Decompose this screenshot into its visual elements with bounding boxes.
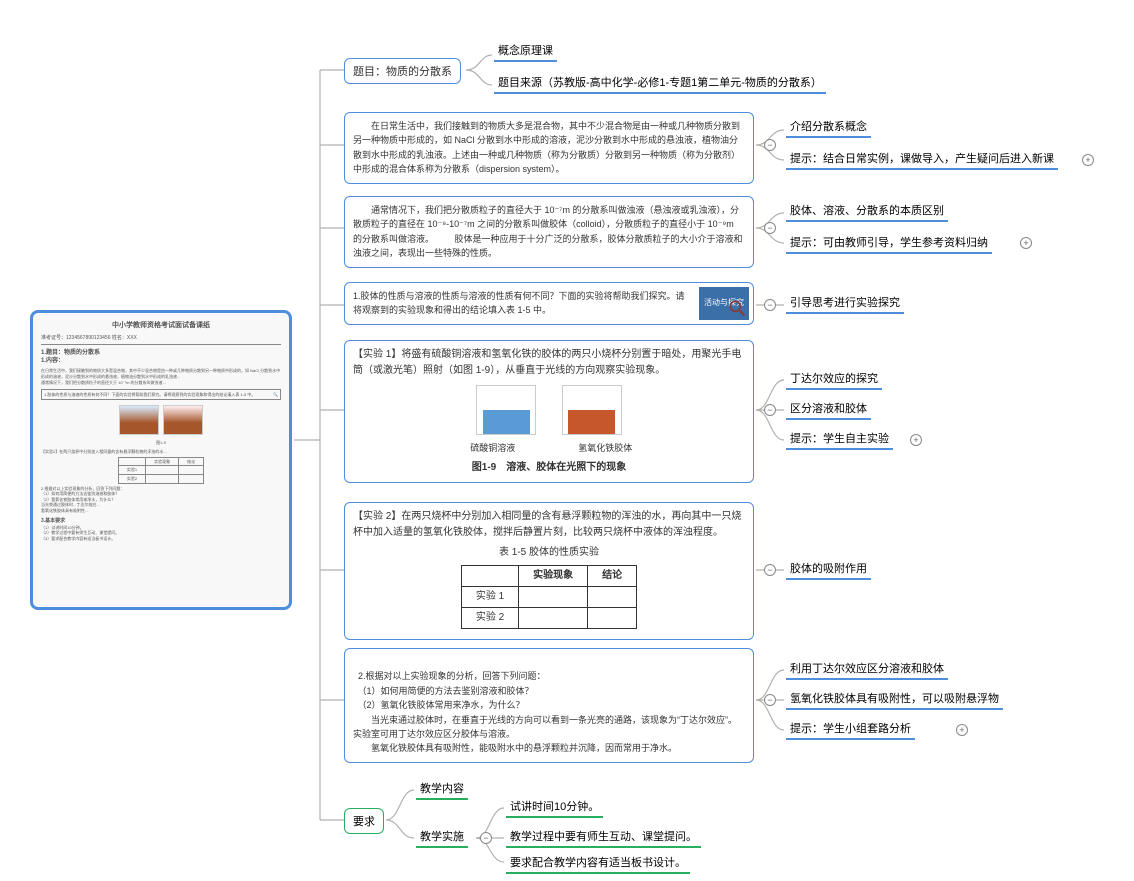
content-block-1[interactable]: 在日常生活中，我们接触到的物质大多是混合物，其中不少混合物是由一种或几种物质分散… [344, 112, 754, 184]
collapse-toggle[interactable]: + [1020, 237, 1032, 249]
beaker-red-image [562, 385, 622, 435]
topic-label: 题目：物质的分散系 [353, 66, 452, 78]
collapse-toggle[interactable]: − [764, 299, 776, 311]
thumb-questions: 2.根据对以上实验现象的分析，回答下列问题： （1）如何用简便的方法去鉴别溶液和… [41, 486, 281, 514]
caption-right: 氢氧化铁胶体 [550, 441, 660, 455]
block1-right-title[interactable]: 介绍分散系概念 [786, 116, 871, 138]
teaching-content-node[interactable]: 教学内容 [416, 778, 468, 800]
block2-text: 通常情况下，我们把分散质粒子的直径大于 10⁻⁷m 的分散系叫做浊液（悬浊液或乳… [353, 205, 743, 258]
thumb-inquiry-box: 1.胶体的性质与溶液的性质有何不同？下面的实验将帮助我们探究。请将观察到的实验现… [41, 389, 281, 401]
content-block-6[interactable]: 2.根据对以上实验现象的分析，回答下列问题： （1）如何用简便的方法去鉴别溶液和… [344, 648, 754, 763]
thumb-exp2: 【实验2】在两只烧杯中分别加入相同量的含有悬浮颗粒物的浑浊的水... [41, 449, 281, 455]
caption-left: 硫酸铜溶液 [438, 441, 548, 455]
thumb-experiment-images: 图1-9 [41, 403, 281, 447]
thumb-table: 实验现象结论 实验1 实验2 [118, 457, 204, 484]
block4-title: 【实验 1】将盛有硫酸铜溶液和氢氧化铁的胶体的两只小烧杯分别置于暗处，用聚光手电… [353, 347, 745, 379]
content-block-5[interactable]: 【实验 2】在两只烧杯中分别加入相同量的含有悬浮颗粒物的浑浊的水，再向其中一只烧… [344, 502, 754, 640]
impl-item-3[interactable]: 要求配合教学内容有适当板书设计。 [506, 852, 690, 874]
block6-text: 2.根据对以上实验现象的分析，回答下列问题： （1）如何用简便的方法去鉴别溶液和… [353, 671, 737, 753]
block6-right-2[interactable]: 氢氧化铁胶体具有吸附性，可以吸附悬浮物 [786, 688, 1003, 710]
content-block-3[interactable]: 1.胶体的性质与溶液的性质与溶液的性质有何不同？下面的实验将帮助我们探究。请将观… [344, 282, 754, 325]
block5-title: 【实验 2】在两只烧杯中分别加入相同量的含有悬浮颗粒物的浑浊的水，再向其中一只烧… [353, 509, 745, 541]
block1-right-hint[interactable]: 提示：结合日常实例，课做导入，产生疑问后进入新课 [786, 148, 1058, 170]
block6-right-1[interactable]: 利用丁达尔效应区分溶液和胶体 [786, 658, 948, 680]
impl-item-2[interactable]: 教学过程中要有师生互动、课堂提问。 [506, 826, 701, 848]
block2-right-title[interactable]: 胶体、溶液、分散系的本质区别 [786, 200, 948, 222]
collapse-toggle[interactable]: − [480, 832, 492, 844]
concept-type-label: 概念原理课 [498, 45, 553, 57]
block1-text: 在日常生活中，我们接触到的物质大多是混合物，其中不少混合物是由一种或几种物质分散… [353, 121, 740, 174]
block4-right-3[interactable]: 提示：学生自主实验 [786, 428, 893, 450]
block5-right[interactable]: 胶体的吸附作用 [786, 558, 871, 580]
requirements-label: 要求 [353, 816, 375, 828]
magnifier-icon [727, 298, 747, 318]
source-label: 题目来源（苏教版-高中化学-必修1-专题1第二单元-物质的分散系） [498, 77, 822, 89]
collapse-toggle[interactable]: − [764, 222, 776, 234]
table-caption: 表 1-5 胶体的性质实验 [353, 545, 745, 561]
concept-type-node[interactable]: 概念原理课 [494, 40, 557, 62]
beaker-blue-image [476, 385, 536, 435]
block6-right-3[interactable]: 提示：学生小组套路分析 [786, 718, 915, 740]
impl-item-1[interactable]: 试讲时间10分钟。 [506, 796, 603, 818]
block4-right-1[interactable]: 丁达尔效应的探究 [786, 368, 882, 390]
collapse-toggle[interactable]: − [764, 404, 776, 416]
content-block-4[interactable]: 【实验 1】将盛有硫酸铜溶液和氢氧化铁的胶体的两只小烧杯分别置于暗处，用聚光手电… [344, 340, 754, 483]
thumb-body: 在日常生活中，我们接触到的物质大多是混合物，其中不少混合物是由一种或几种物质分散… [41, 368, 281, 386]
root-document-thumbnail[interactable]: 中小学教师资格考试面试备课纸 准考证号：1234567890123456 姓名：… [30, 310, 292, 610]
block2-right-hint[interactable]: 提示：可由教师引导，学生参考资料归纳 [786, 232, 992, 254]
figure-caption: 图1-9 溶液、胶体在光照下的现象 [353, 460, 745, 476]
collapse-toggle[interactable]: − [764, 139, 776, 151]
topic-node[interactable]: 题目：物质的分散系 [344, 58, 461, 84]
block4-right-2[interactable]: 区分溶液和胶体 [786, 398, 871, 420]
thumb-subtitle: 准考证号：1234567890123456 姓名：XXX [41, 335, 281, 345]
source-node[interactable]: 题目来源（苏教版-高中化学-必修1-专题1第二单元-物质的分散系） [494, 72, 826, 94]
collapse-toggle[interactable]: − [764, 694, 776, 706]
thumb-req-body: （1）试讲时间10分钟。 （2）教学过程中要有师生互动、课堂提问。 （3）要求配… [41, 525, 281, 542]
collapse-toggle[interactable]: − [764, 564, 776, 576]
content-block-2[interactable]: 通常情况下，我们把分散质粒子的直径大于 10⁻⁷m 的分散系叫做浊液（悬浊液或乳… [344, 196, 754, 268]
requirements-node[interactable]: 要求 [344, 808, 384, 834]
thumb-req-heading: 3.基本要求 [41, 518, 281, 525]
block3-right[interactable]: 引导思考进行实验探究 [786, 292, 904, 314]
block3-text: 1.胶体的性质与溶液的性质与溶液的性质有何不同？下面的实验将帮助我们探究。请将观… [353, 291, 685, 315]
collapse-toggle[interactable]: + [1082, 154, 1094, 166]
collapse-toggle[interactable]: + [910, 434, 922, 446]
thumb-heading: 1.题目：物质的分散系1.内容： [41, 349, 281, 366]
collapse-toggle[interactable]: + [956, 724, 968, 736]
experiment-table: 实验现象 结论 实验 1 实验 2 [461, 565, 637, 629]
thumb-title: 中小学教师资格考试面试备课纸 [41, 321, 281, 331]
teaching-impl-node[interactable]: 教学实施 [416, 826, 468, 848]
